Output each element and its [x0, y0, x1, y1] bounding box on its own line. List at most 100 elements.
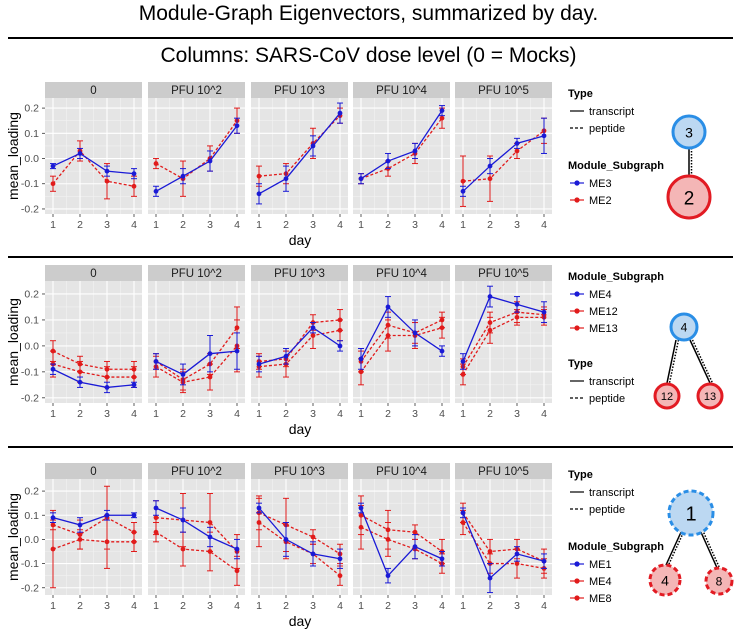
data-point-me1: [337, 556, 343, 562]
x-tick-label: 1: [460, 600, 466, 612]
facet-label: PFU 10^5: [478, 85, 529, 97]
graph-edge: [699, 529, 719, 571]
data-point-me3: [358, 176, 364, 182]
row-divider: [8, 446, 733, 448]
data-point-me4: [50, 366, 56, 372]
graph-edge-dotted: [667, 529, 686, 566]
x-axis-label: day: [289, 421, 312, 437]
graph-edge: [665, 529, 683, 566]
facet-strip: [455, 82, 552, 98]
x-tick-label: 3: [412, 408, 418, 420]
series-line-me8: [155, 531, 238, 572]
x-tick-label: 2: [180, 219, 186, 231]
data-point-me1: [460, 510, 466, 516]
figure-title: Module-Graph Eigenvectors, summarized by…: [138, 2, 599, 25]
series-line-me3: [52, 152, 135, 175]
facet-label: PFU 10^5: [478, 268, 529, 280]
series-line-me4: [258, 326, 341, 365]
x-tick-label: 4: [541, 600, 547, 612]
y-tick-label: -0.1: [21, 558, 39, 570]
series-line-me3: [462, 135, 545, 192]
x-tick-label: 4: [234, 219, 240, 231]
divider-top: [8, 37, 733, 39]
x-tick-label: 2: [487, 408, 493, 420]
x-tick-label: 1: [460, 219, 466, 231]
facet-label: PFU 10^3: [274, 85, 325, 97]
data-point-me4: [256, 361, 262, 367]
facet-strip: [45, 265, 142, 281]
figure-subtitle: Columns: SARS-CoV dose level (0 = Mocks): [160, 44, 577, 67]
y-tick-label: -0.2: [21, 392, 39, 404]
legend-dot-me8: [574, 595, 580, 601]
legend-item-me4: ME4: [589, 576, 612, 588]
x-tick-label: 3: [207, 219, 213, 231]
x-tick-label: 1: [256, 219, 262, 231]
graph-node-13: [696, 382, 724, 410]
facet-strip: [251, 82, 348, 98]
data-point-me4: [234, 348, 240, 354]
series-line-me1: [258, 507, 341, 560]
facet-panel: PFU 10^4 1 2 3 4: [353, 463, 450, 612]
data-point-me3: [153, 188, 159, 194]
data-point-me8: [514, 561, 520, 566]
graph-edge-dotted: [701, 529, 722, 571]
data-point-me2: [460, 178, 466, 184]
x-tick-label: 2: [283, 219, 289, 231]
series-line-me8: [462, 522, 545, 570]
data-point-me1: [514, 551, 520, 557]
series-line-me4: [462, 295, 545, 362]
series-line-me13: [52, 363, 134, 378]
facet-panel: PFU 10^2 1 2 3 4: [148, 265, 245, 420]
data-point-me2: [131, 183, 137, 189]
series-line-me4: [360, 514, 443, 553]
x-tick-label: 4: [541, 219, 547, 231]
data-point-me3: [256, 191, 262, 197]
data-point-me8: [385, 537, 391, 542]
x-tick-label: 1: [153, 600, 159, 612]
series-line-me12: [52, 350, 134, 370]
x-axis-label: day: [289, 613, 312, 629]
data-point-me3: [439, 108, 445, 114]
legend: Module_Subgraph ME4 ME12 ME13 Type transcript…: [568, 271, 664, 405]
data-point-me4: [358, 356, 364, 362]
x-tick-label: 3: [412, 600, 418, 612]
series-line-me4: [155, 517, 238, 552]
graph-node-label: 2: [684, 188, 695, 209]
x-tick-label: 1: [256, 408, 262, 420]
legend-dot-me4: [574, 291, 580, 297]
series-line-me4: [258, 512, 341, 555]
data-point-me3: [310, 143, 316, 149]
graph-node-label: 13: [704, 391, 716, 403]
data-point-me1: [153, 505, 159, 511]
y-tick-label: 0.2: [24, 103, 39, 115]
facet-strip: [353, 82, 450, 98]
series-line-me1: [360, 507, 443, 577]
data-point-me13: [310, 333, 316, 338]
graph-node-label: 3: [685, 125, 693, 141]
data-point-me3: [283, 176, 289, 182]
series-line-me3: [258, 112, 341, 195]
y-tick-label: 0.1: [24, 510, 39, 522]
data-point-me13: [207, 374, 213, 380]
data-point-me13: [487, 327, 493, 333]
x-tick-label: 4: [337, 408, 343, 420]
facet-strip: [148, 463, 245, 479]
facet-label: PFU 10^2: [171, 85, 222, 97]
data-point-me13: [131, 374, 137, 380]
facet-label: PFU 10^4: [376, 268, 427, 280]
legend-title-type: Type: [568, 358, 593, 370]
data-point-me3: [541, 133, 547, 139]
legend-item-transcript: transcript: [589, 487, 634, 499]
y-tick-label: 0.1: [24, 314, 39, 326]
legend-title-subgraph: Module_Subgraph: [568, 160, 664, 172]
graph-node-label: 4: [661, 572, 669, 588]
data-point-me4: [439, 348, 445, 354]
x-tick-label: 2: [385, 600, 391, 612]
x-tick-label: 3: [104, 600, 110, 612]
series-line-me13: [360, 327, 443, 373]
data-point-me3: [131, 171, 137, 177]
legend-item-me2: ME2: [589, 195, 612, 207]
data-point-me8: [207, 549, 213, 554]
legend-dot-me12: [574, 308, 580, 314]
